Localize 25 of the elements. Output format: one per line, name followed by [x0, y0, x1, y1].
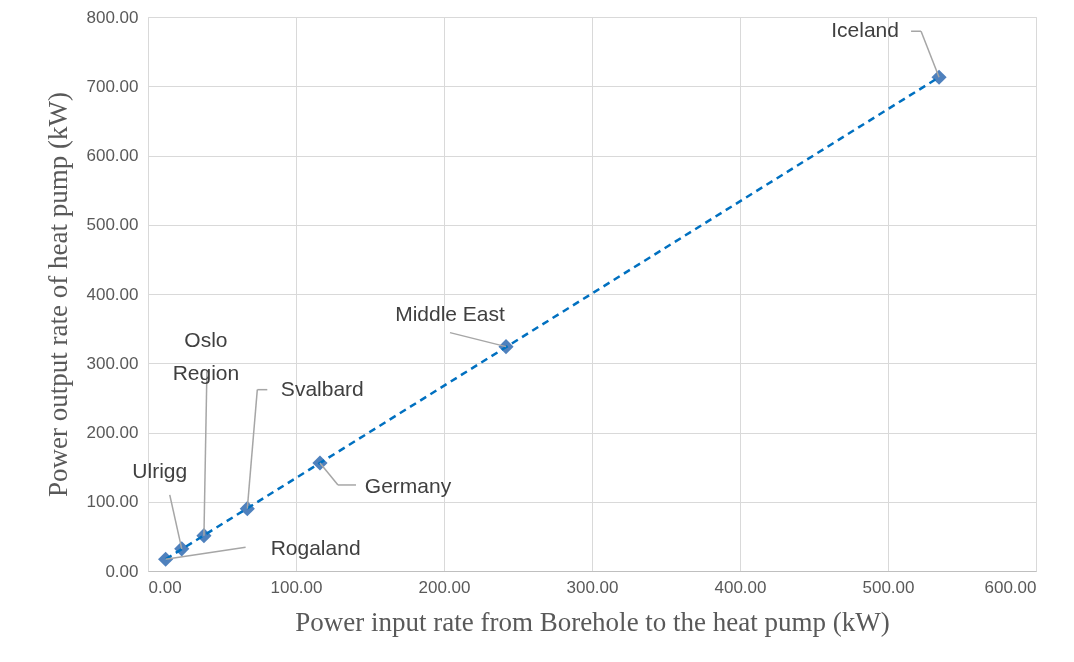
- x-tick-label: 600.00: [984, 577, 1037, 597]
- x-tick-label: 100.00: [270, 577, 323, 597]
- x-tick-label: 0.00: [148, 577, 182, 597]
- y-tick-label: 700.00: [86, 76, 139, 96]
- annotation: Oslo Region: [172, 327, 240, 384]
- y-axis-title: Power output rate of heat pump (kW): [42, 92, 73, 497]
- y-tick-label: 0.00: [105, 561, 139, 581]
- x-tick-label: 400.00: [714, 577, 767, 597]
- annotation: Ulrigg: [132, 458, 188, 482]
- y-tick-label: 800.00: [86, 7, 139, 27]
- annotation: Iceland: [831, 18, 899, 42]
- x-tick-label: 500.00: [862, 577, 915, 597]
- annotation: Middle East: [395, 301, 506, 325]
- x-tick-label: 200.00: [418, 577, 471, 597]
- y-tick-label: 300.00: [86, 353, 139, 373]
- y-tick-label: 500.00: [86, 215, 139, 235]
- y-tick-label: 200.00: [86, 423, 139, 442]
- x-tick-label: 300.00: [566, 577, 619, 597]
- annotation: Germany: [364, 473, 452, 497]
- y-tick-label: 400.00: [86, 284, 139, 304]
- x-axis-title: Power input rate from Borehole to the heat pump (kW): [295, 606, 890, 637]
- annotation: Rogaland: [270, 536, 361, 560]
- annotation: Svalbard: [280, 376, 364, 400]
- y-tick-label: 100.00: [86, 492, 139, 512]
- y-tick-label: 600.00: [86, 146, 139, 165]
